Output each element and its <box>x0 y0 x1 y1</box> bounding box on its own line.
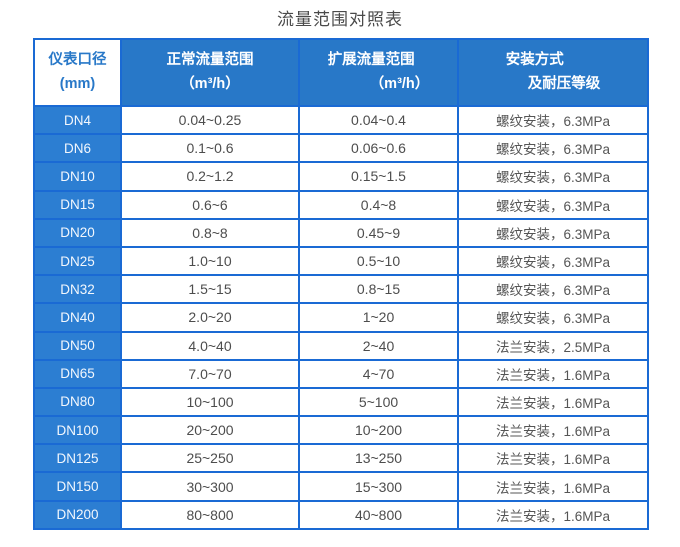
table-row: DN80 10~100 5~100 法兰安装，1.6MPa <box>33 386 649 418</box>
header-extended-flow-range: 扩展流量范围 （m³/h） <box>298 38 459 107</box>
cell-diameter: DN200 <box>33 499 122 530</box>
cell-diameter: DN15 <box>33 189 122 220</box>
header-installation-label: 安装方式 <box>505 51 564 68</box>
cell-normal-flow: 1.0~10 <box>120 245 300 277</box>
header-meter-diameter-label: 仪表口径 <box>48 51 107 68</box>
cell-extended-flow: 0.8~15 <box>298 274 459 305</box>
header-pressure-rating-label: 及耐压等级 <box>527 75 601 92</box>
cell-installation: 螺纹安装，6.3MPa <box>457 161 649 192</box>
cell-normal-flow: 0.6~6 <box>120 189 300 220</box>
table-body: DN4 0.04~0.25 0.04~0.4 螺纹安装，6.3MPa DN6 0… <box>33 104 649 530</box>
cell-diameter: DN125 <box>33 443 122 474</box>
cell-normal-flow: 0.8~8 <box>120 217 300 248</box>
cell-extended-flow: 0.15~1.5 <box>298 161 459 192</box>
cell-extended-flow: 5~100 <box>298 386 459 418</box>
cell-normal-flow: 1.5~15 <box>120 274 300 305</box>
flow-range-table: 仪表口径 (mm) 正常流量范围 （m³/h） 扩展流量范围 （m³/h） 安装… <box>33 38 649 530</box>
cell-installation: 螺纹安装，6.3MPa <box>457 245 649 277</box>
cell-extended-flow: 0.4~8 <box>298 189 459 220</box>
cell-diameter: DN20 <box>33 217 122 248</box>
cell-normal-flow: 0.1~0.6 <box>120 133 300 164</box>
cell-diameter: DN65 <box>33 358 122 389</box>
table-row: DN50 4.0~40 2~40 法兰安装，2.5MPa <box>33 330 649 361</box>
cell-installation: 螺纹安装，6.3MPa <box>457 104 649 136</box>
cell-extended-flow: 4~70 <box>298 358 459 389</box>
cell-installation: 法兰安装，1.6MPa <box>457 386 649 418</box>
cell-installation: 螺纹安装，6.3MPa <box>457 133 649 164</box>
cell-normal-flow: 30~300 <box>120 471 300 502</box>
cell-extended-flow: 1~20 <box>298 302 459 333</box>
cell-installation: 法兰安装，1.6MPa <box>457 415 649 446</box>
cell-normal-flow: 2.0~20 <box>120 302 300 333</box>
cell-diameter: DN100 <box>33 415 122 446</box>
header-normal-flow-range: 正常流量范围 （m³/h） <box>120 38 300 107</box>
cell-extended-flow: 2~40 <box>298 330 459 361</box>
header-installation: 安装方式 及耐压等级 <box>457 38 649 107</box>
cell-extended-flow: 0.5~10 <box>298 245 459 277</box>
cell-extended-flow: 10~200 <box>298 415 459 446</box>
cell-normal-flow: 0.04~0.25 <box>120 104 300 136</box>
table-row: DN6 0.1~0.6 0.06~0.6 螺纹安装，6.3MPa <box>33 133 649 164</box>
table-row: DN40 2.0~20 1~20 螺纹安装，6.3MPa <box>33 302 649 333</box>
cell-installation: 法兰安装，1.6MPa <box>457 443 649 474</box>
cell-diameter: DN150 <box>33 471 122 502</box>
cell-extended-flow: 13~250 <box>298 443 459 474</box>
table-row: DN10 0.2~1.2 0.15~1.5 螺纹安装，6.3MPa <box>33 161 649 192</box>
table-row: DN150 30~300 15~300 法兰安装，1.6MPa <box>33 471 649 502</box>
cell-installation: 螺纹安装，6.3MPa <box>457 189 649 220</box>
header-meter-diameter-unit: (mm) <box>59 75 96 92</box>
table-row: DN65 7.0~70 4~70 法兰安装，1.6MPa <box>33 358 649 389</box>
cell-diameter: DN6 <box>33 133 122 164</box>
cell-normal-flow: 0.2~1.2 <box>120 161 300 192</box>
table-row: DN32 1.5~15 0.8~15 螺纹安装，6.3MPa <box>33 274 649 305</box>
cell-diameter: DN25 <box>33 245 122 277</box>
cell-installation: 法兰安装，1.6MPa <box>457 471 649 502</box>
cell-installation: 螺纹安装，6.3MPa <box>457 302 649 333</box>
cell-installation: 法兰安装，1.6MPa <box>457 358 649 389</box>
cell-installation: 法兰安装，2.5MPa <box>457 330 649 361</box>
cell-installation: 法兰安装，1.6MPa <box>457 499 649 530</box>
cell-extended-flow: 15~300 <box>298 471 459 502</box>
cell-extended-flow: 0.04~0.4 <box>298 104 459 136</box>
cell-diameter: DN50 <box>33 330 122 361</box>
cell-normal-flow: 4.0~40 <box>120 330 300 361</box>
table-row: DN25 1.0~10 0.5~10 螺纹安装，6.3MPa <box>33 245 649 277</box>
table-row: DN125 25~250 13~250 法兰安装，1.6MPa <box>33 443 649 474</box>
table-row: DN20 0.8~8 0.45~9 螺纹安装，6.3MPa <box>33 217 649 248</box>
cell-normal-flow: 25~250 <box>120 443 300 474</box>
table-row: DN4 0.04~0.25 0.04~0.4 螺纹安装，6.3MPa <box>33 104 649 136</box>
cell-normal-flow: 80~800 <box>120 499 300 530</box>
cell-diameter: DN32 <box>33 274 122 305</box>
cell-installation: 螺纹安装，6.3MPa <box>457 274 649 305</box>
header-meter-diameter: 仪表口径 (mm) <box>33 38 122 107</box>
cell-normal-flow: 20~200 <box>120 415 300 446</box>
cell-diameter: DN80 <box>33 386 122 418</box>
header-normal-flow-label: 正常流量范围 <box>166 51 254 68</box>
cell-normal-flow: 10~100 <box>120 386 300 418</box>
table-row: DN200 80~800 40~800 法兰安装，1.6MPa <box>33 499 649 530</box>
header-extended-flow-unit: （m³/h） <box>369 75 430 92</box>
header-extended-flow-label: 扩展流量范围 <box>327 51 415 68</box>
cell-installation: 螺纹安装，6.3MPa <box>457 217 649 248</box>
table-row: DN100 20~200 10~200 法兰安装，1.6MPa <box>33 415 649 446</box>
table-header-row: 仪表口径 (mm) 正常流量范围 （m³/h） 扩展流量范围 （m³/h） 安装… <box>33 38 649 107</box>
cell-normal-flow: 7.0~70 <box>120 358 300 389</box>
page-title: 流量范围对照表 <box>277 10 403 29</box>
cell-diameter: DN10 <box>33 161 122 192</box>
cell-extended-flow: 0.06~0.6 <box>298 133 459 164</box>
cell-extended-flow: 0.45~9 <box>298 217 459 248</box>
header-normal-flow-unit: （m³/h） <box>180 75 240 92</box>
cell-diameter: DN40 <box>33 302 122 333</box>
table-row: DN15 0.6~6 0.4~8 螺纹安装，6.3MPa <box>33 189 649 220</box>
cell-diameter: DN4 <box>33 104 122 136</box>
cell-extended-flow: 40~800 <box>298 499 459 530</box>
